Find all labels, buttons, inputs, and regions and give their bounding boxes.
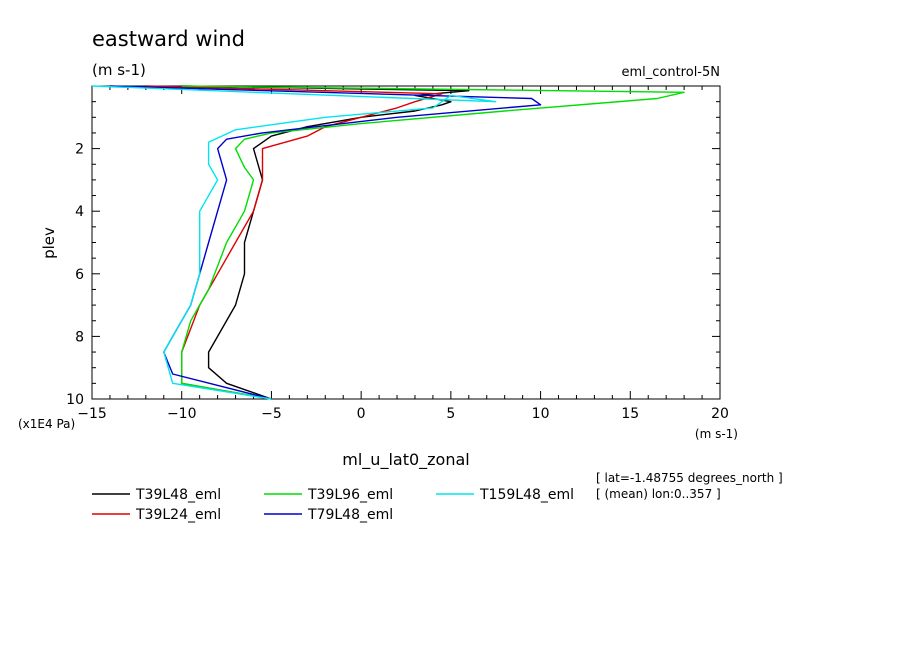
- info-line-lon: [ (mean) lon:0..357 ]: [596, 487, 721, 501]
- y-tick-label: 2: [75, 142, 84, 158]
- info-line-lat: [ lat=-1.48755 degrees_north ]: [596, 471, 783, 485]
- dataset-label: eml_control-5N: [621, 65, 720, 80]
- legend-label: T159L48_eml: [479, 487, 574, 503]
- x-tick-label: 15: [621, 406, 639, 422]
- x-tick-label: −5: [261, 406, 282, 422]
- x-units-label: (m s-1): [695, 427, 738, 441]
- x-axis: −15 −10 −5 0 5 10 15 20: [77, 86, 729, 422]
- x-tick-label: −10: [167, 406, 197, 422]
- x-axis-label: ml_u_lat0_zonal: [342, 450, 469, 470]
- series-line-t159l48-eml: [91, 85, 497, 400]
- series-line-t39l96-eml: [180, 85, 685, 400]
- y-units-label: (x1E4 Pa): [18, 417, 75, 431]
- legend-label: T39L96_eml: [307, 487, 393, 503]
- top-units: (m s-1): [92, 61, 146, 79]
- y-axis: 2 4 6 8 10: [66, 101, 720, 408]
- y-tick-label: 6: [75, 267, 84, 283]
- series-line-t39l48-eml: [181, 85, 470, 400]
- series-line-t79l48-eml: [109, 85, 542, 400]
- legend-label: T39L24_eml: [135, 507, 221, 523]
- y-axis-label: plev: [40, 227, 58, 259]
- legend: T39L48_eml T39L24_eml T39L96_eml T79L48_eml…: [92, 487, 574, 523]
- series-line-t39l24-eml: [145, 85, 443, 400]
- legend-label: T79L48_eml: [307, 507, 393, 523]
- legend-label: T39L48_eml: [135, 487, 221, 503]
- y-tick-label: 10: [66, 392, 84, 408]
- series-group: [91, 85, 685, 400]
- x-tick-label: 20: [711, 406, 729, 422]
- y-tick-label: 8: [75, 329, 84, 345]
- x-tick-label: 10: [532, 406, 550, 422]
- chart-title: eastward wind: [92, 27, 245, 51]
- plot-frame: [91, 85, 721, 400]
- x-tick-label: 5: [446, 406, 455, 422]
- x-tick-label: 0: [357, 406, 366, 422]
- x-tick-label: −15: [77, 406, 107, 422]
- y-tick-label: 4: [75, 204, 84, 220]
